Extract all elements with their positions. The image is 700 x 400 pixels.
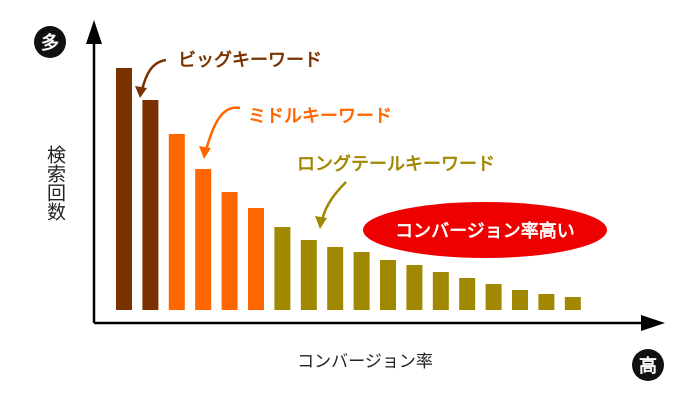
longtail-keyword-arrowhead-icon — [315, 216, 327, 229]
y-top-label: 多 — [41, 32, 59, 54]
y-axis-label: 検索回数 — [44, 145, 66, 221]
bar-4 — [195, 169, 212, 310]
x-end-badge — [632, 349, 664, 381]
bar-11 — [380, 260, 396, 310]
y-axis-arrow-icon — [86, 20, 102, 44]
bar-18 — [564, 297, 581, 310]
big-keyword-arrowhead-icon — [135, 86, 147, 98]
middle-keyword-arrow — [204, 106, 241, 151]
longtail-keyword-arrow — [320, 181, 347, 221]
big-keyword-label: ビッグキーワード — [178, 49, 322, 71]
bar-8 — [300, 240, 317, 310]
y-top-badge — [34, 26, 66, 58]
conversion-callout — [363, 202, 607, 258]
bars — [116, 68, 581, 310]
x-axis-label: コンバージョン率 — [297, 352, 433, 372]
bar-16 — [512, 290, 528, 310]
bar-7 — [274, 227, 291, 310]
bar-3 — [168, 134, 185, 310]
bar-5 — [221, 192, 238, 310]
bar-14 — [459, 278, 476, 310]
big-keyword-arrow — [140, 58, 167, 91]
bar-15 — [485, 284, 502, 310]
longtail-keyword-label: ロングテールキーワード — [297, 153, 495, 175]
bar-1 — [116, 68, 132, 310]
bar-9 — [327, 247, 344, 310]
x-end-label: 高 — [639, 355, 657, 377]
bar-2 — [142, 100, 159, 310]
bar-17 — [538, 294, 555, 310]
middle-keyword-arrowhead-icon — [199, 146, 211, 159]
bar-12 — [406, 265, 423, 310]
middle-keyword-label: ミドルキーワード — [248, 106, 392, 127]
bar-10 — [353, 252, 370, 310]
conversion-callout-text: コンバージョン率高い — [395, 220, 575, 242]
bar-6 — [248, 208, 264, 310]
x-axis-arrow-icon — [641, 315, 665, 331]
bar-13 — [432, 272, 449, 310]
